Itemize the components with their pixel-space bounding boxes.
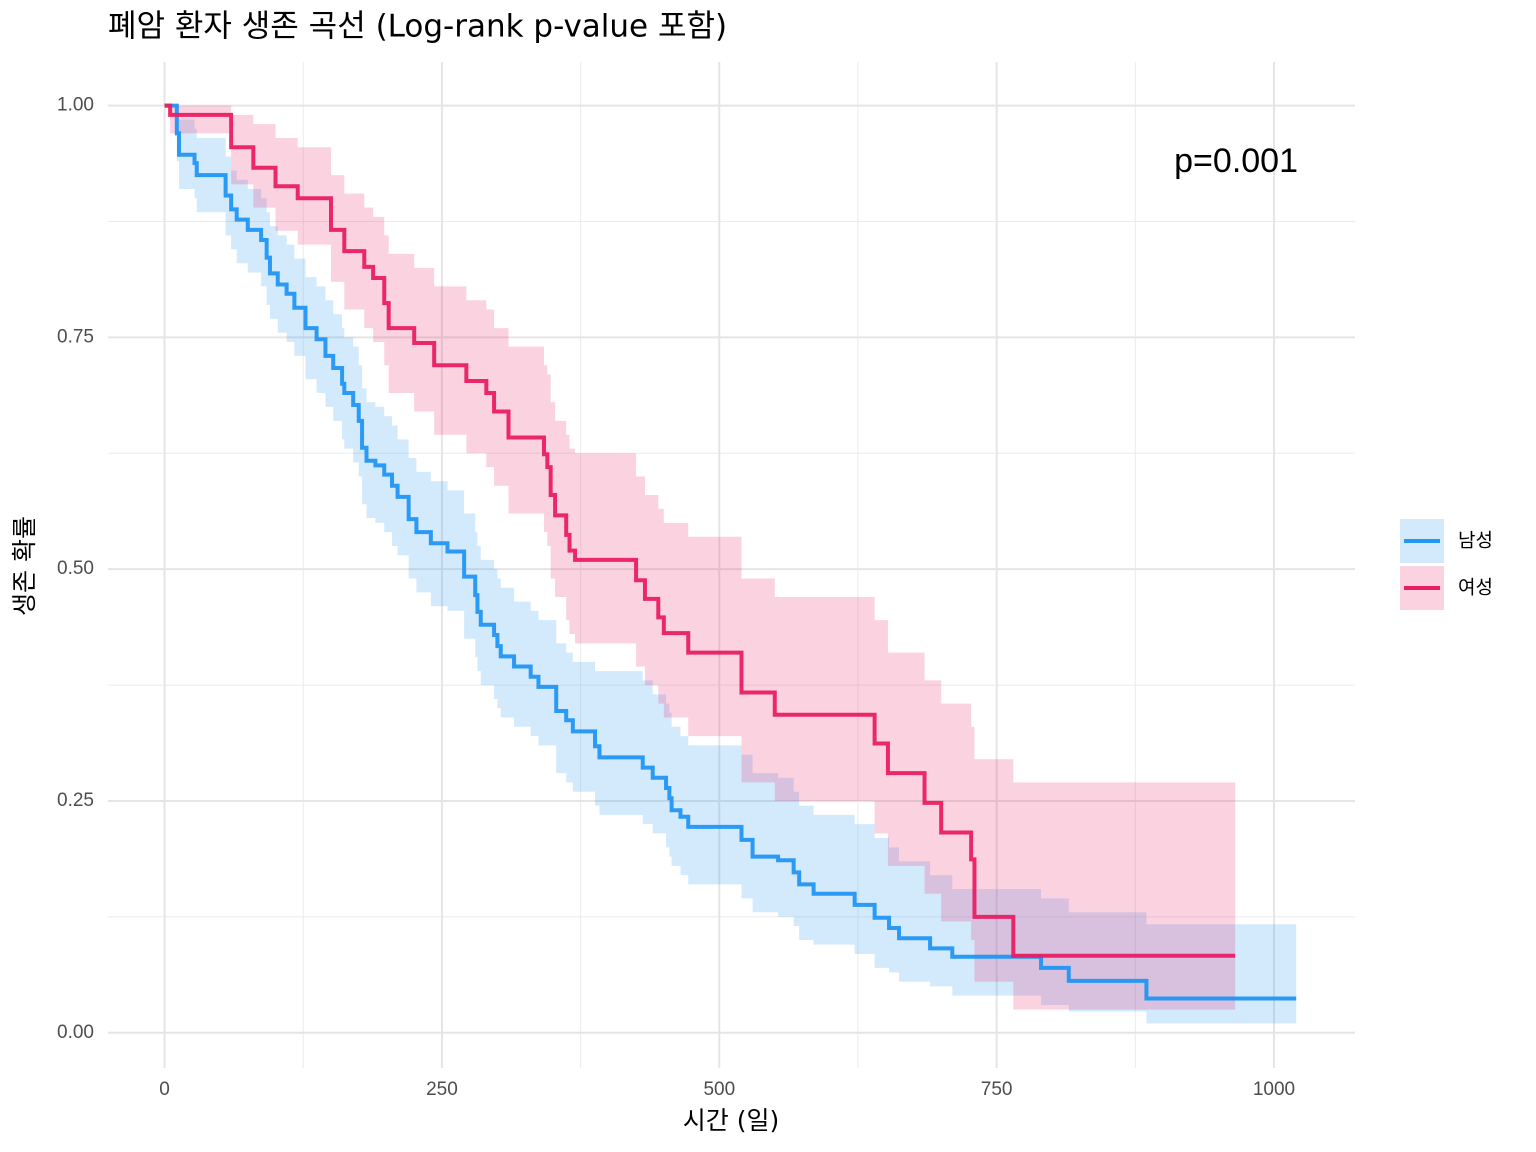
- chart-title: 폐암 환자 생존 곡선 (Log-rank p-value 포함): [108, 9, 727, 45]
- x-tick-label: 0: [159, 1079, 170, 1100]
- y-tick-label: 0.75: [57, 326, 94, 347]
- y-tick-label: 1.00: [57, 95, 94, 116]
- legend-label: 남성: [1458, 530, 1493, 552]
- survival-curve: [164, 103, 1236, 958]
- x-tick-label: 750: [981, 1079, 1013, 1100]
- y-tick-label: 0.00: [57, 1022, 94, 1043]
- y-axis-label: 생존 확률: [10, 516, 39, 616]
- plot: [164, 103, 1297, 1024]
- p-value-annotation: p=0.001: [1174, 142, 1298, 180]
- x-axis-label: 시간 (일): [683, 1106, 779, 1135]
- grid: [108, 62, 1355, 1068]
- confidence-band: [164, 105, 1236, 1010]
- legend-label: 여성: [1458, 577, 1493, 599]
- survival-curve: [164, 103, 1297, 1001]
- x-tick-label: 500: [703, 1079, 735, 1100]
- confidence-band: [164, 105, 1297, 1024]
- y-tick-label: 0.50: [57, 558, 94, 579]
- y-tick-label: 0.25: [57, 790, 94, 811]
- x-tick-label: 1000: [1253, 1079, 1295, 1100]
- x-tick-label: 250: [426, 1079, 458, 1100]
